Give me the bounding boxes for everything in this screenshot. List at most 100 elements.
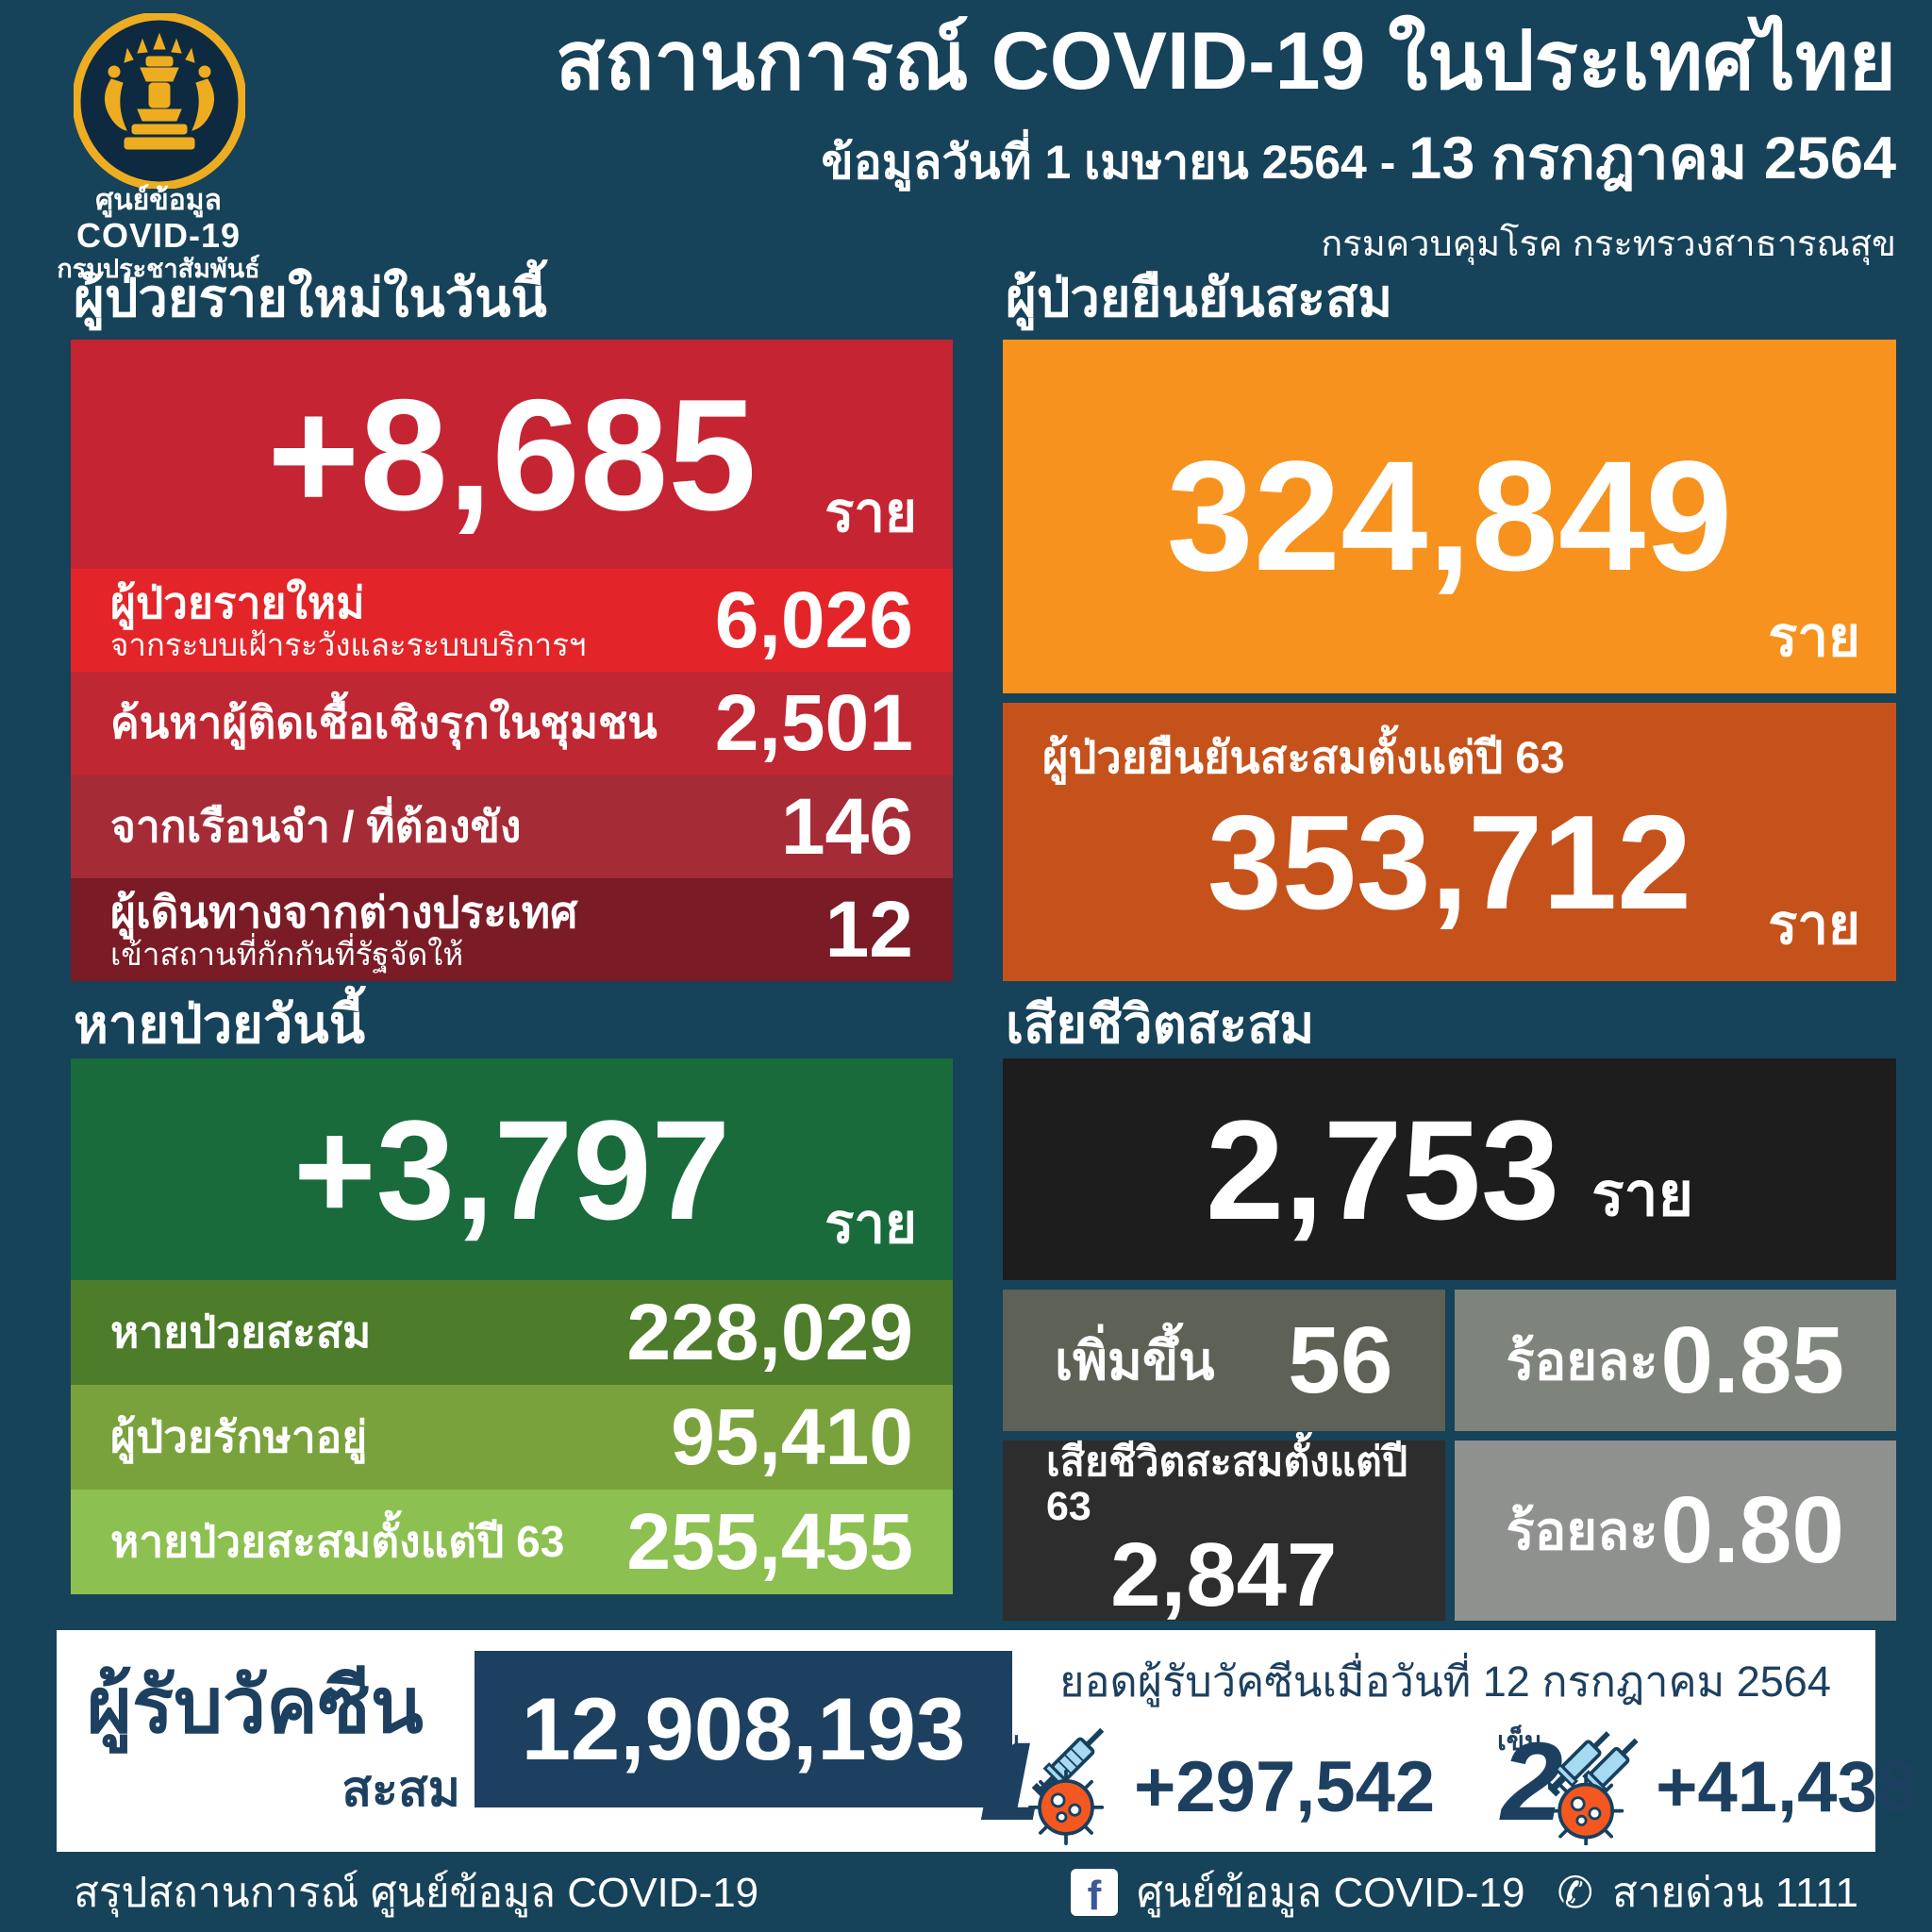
new-cases-row-proactive: ค้นหาผู้ติดเชื้อเชิงรุกในชุมชน 2,501 [71,672,953,775]
cumulative-total: 324,849 [1166,428,1733,604]
section-label-new-cases: ผู้ป่วยรายใหม่ในวันนี้ [74,268,547,327]
row-value: 6,026 [714,575,913,665]
row-value: 255,455 [626,1497,913,1586]
footer: สรุปสถานการณ์ ศูนย์ข้อมูล COVID-19 f ศูน… [0,1852,1932,1932]
dose1-number: 1 [979,1720,1041,1844]
deaths-added-cell: เพิ่มขึ้น 56 [1003,1290,1445,1431]
row-labels: ผู้ป่วยรายใหม่ จากระบบเฝ้าระวังและระบบบร… [110,578,586,662]
vaccine-label-group: ผู้รับวัคซีน สะสม [87,1663,466,1827]
deaths-block: 2,753 ราย เพิ่มขึ้น 56 ร้อยละ 0.85 เสียช… [1003,1058,1896,1621]
row-value: 2,501 [714,678,913,768]
deaths-percent2-value: 0.80 [1660,1476,1844,1583]
row-label: หายป่วยสะสมตั้งแต่ปี 63 [110,1517,565,1567]
syringe-virus-icon [1027,1727,1105,1845]
section-label-recovered: หายป่วยวันนี้ [74,994,365,1054]
phone-icon: ✆ [1557,1867,1593,1917]
dose2-group: เข็ม 2 [1495,1721,1917,1853]
row-value: 146 [780,781,913,871]
row-value: 12 [824,884,913,974]
cumulative-since-unit: ราย [1768,894,1860,956]
page-title: สถานการณ์ COVID-19 ในประเทศไทย [555,16,1896,107]
section-label-deaths: เสียชีวิตสะสม [1006,994,1315,1054]
dose1-cluster: เข็ม 1 [974,1721,1132,1853]
recovered-unit: ราย [824,1193,917,1255]
vaccine-doses-row: เข็ม 1 [975,1721,1917,1853]
logo-line3: กรมประชาสัมพันธ์ [57,254,260,283]
deaths-total-box: 2,753 ราย [1003,1058,1896,1280]
dose2-value: +41,438 [1656,1746,1917,1827]
facebook-icon: f [1071,1868,1118,1916]
deaths-since-2020-cell: เสียชีวิตสะสมตั้งแต่ปี 63 2,847 [1003,1440,1445,1625]
dose2-cluster: เข็ม 2 [1495,1721,1654,1853]
new-cases-total-box: +8,685 ราย [71,340,953,569]
cumulative-since-2020-box: ผู้ป่วยยืนยันสะสมตั้งแต่ปี 63 353,712 รา… [1003,703,1896,981]
dose1-group: เข็ม 1 [974,1721,1435,1853]
recovered-row-cumulative: หายป่วยสะสม 228,029 [71,1280,953,1385]
row-label: ผู้เดินทางจากต่างประเทศ [110,887,578,937]
section-label-cumulative: ผู้ป่วยยืนยันสะสม [1006,268,1393,327]
cumulative-since-label: ผู้ป่วยยืนยันสะสมตั้งแต่ปี 63 [1042,732,1565,782]
vaccine-total-box: 12,908,193 [475,1651,1012,1807]
row-label: ค้นหาผู้ติดเชื้อเชิงรุกในชุมชน [110,698,658,748]
header: สถานการณ์ COVID-19 ในประเทศไทย ข้อมูลวัน… [292,17,1896,272]
row-label: จากเรือนจำ / ที่ต้องขัง [110,801,522,851]
facebook-page-label: ศูนย์ข้อมูล COVID-19 [1137,1869,1525,1916]
deaths-since-label: เสียชีวิตสะสมตั้งแต่ปี 63 [1046,1440,1408,1530]
footer-contacts: f ศูนย์ข้อมูล COVID-19 ✆ สายด่วน 1111 [1071,1859,1858,1925]
dose2-needle-label: เข็ม [1497,1726,1542,1756]
vaccine-daily-title: ยอดผู้รับวัคซีนเมื่อวันที่ 12 กรกฎาคม 25… [1059,1657,1831,1706]
double-syringe-virus-icon [1548,1731,1639,1845]
logo-text: ศูนย์ข้อมูล COVID-19 กรมประชาสัมพันธ์ [38,185,279,283]
deaths-detail-grid: เพิ่มขึ้น 56 ร้อยละ 0.85 เสียชีวิตสะสมตั… [1003,1290,1896,1621]
recovered-total-box: +3,797 ราย [71,1058,953,1280]
dose2-number: 2 [1501,1720,1563,1844]
date-range-highlight: 13 กรกฎาคม 2564 [1408,125,1896,192]
logo-line1: ศูนย์ข้อมูล [95,185,222,216]
new-cases-row-abroad: ผู้เดินทางจากต่างประเทศ เข้าสถานที่กักกั… [71,877,953,981]
deaths-percent2-label: ร้อยละ [1506,1500,1658,1560]
vaccine-total: 12,908,193 [521,1679,966,1778]
new-cases-total: +8,685 [267,365,757,543]
vaccine-band: ผู้รับวัคซีน สะสม 12,908,193 ยอดผู้รับวั… [57,1630,1917,1852]
vaccine-daily-panel: ยอดผู้รับวัคซีนเมื่อวันที่ 12 กรกฎาคม 25… [975,1647,1917,1845]
row-label: ผู้ป่วยรายใหม่ [110,578,365,628]
agency-line: กรมควบคุมโรค กระทรวงสาธารณสุข [1321,224,1896,264]
date-range: ข้อมูลวันที่ 1 เมษายน 2564 - 13 กรกฎาคม … [292,110,1896,205]
new-cases-row-prison: จากเรือนจำ / ที่ต้องขัง 146 [71,774,953,878]
new-cases-unit: ราย [824,482,917,543]
deaths-percent2-cell: ร้อยละ 0.80 [1454,1441,1896,1621]
hotline-label: สายด่วน 1111 [1611,1869,1858,1916]
dose1-value: +297,542 [1134,1746,1436,1827]
date-range-prefix: ข้อมูลวันที่ 1 เมษายน 2564 - [821,135,1409,189]
footer-summary-text: สรุปสถานการณ์ ศูนย์ข้อมูล COVID-19 [74,1869,759,1916]
dose1-needle-label: เข็ม [975,1726,1021,1756]
prd-government-emblem-icon [74,13,245,189]
deaths-total: 2,753 [1205,1090,1560,1249]
cumulative-since-total: 353,712 [1207,788,1692,938]
deaths-unit: ราย [1591,1159,1694,1228]
row-value: 95,410 [671,1392,913,1481]
recovered-row-in-treatment: ผู้ป่วยรักษาอยู่ 95,410 [71,1385,953,1490]
logo-line2: COVID-19 [75,215,242,255]
row-sublabel: จากระบบเฝ้าระวังและระบบบริการฯ [110,626,587,662]
vaccine-label: ผู้รับวัคซีน [87,1663,424,1749]
deaths-added-label: เพิ่มขึ้น [1055,1330,1215,1391]
recovered-block: +3,797 ราย หายป่วยสะสม 228,029 ผู้ป่วยรั… [71,1058,953,1594]
recovered-total: +3,797 [293,1090,730,1249]
row-label: หายป่วยสะสม [110,1307,372,1357]
new-cases-block: +8,685 ราย ผู้ป่วยรายใหม่ จากระบบเฝ้าระว… [71,340,953,981]
new-cases-row-surveillance: ผู้ป่วยรายใหม่ จากระบบเฝ้าระวังและระบบบร… [71,569,953,673]
recovered-row-since-2020: หายป่วยสะสมตั้งแต่ปี 63 255,455 [71,1490,953,1594]
deaths-added-value: 56 [1288,1307,1393,1413]
cumulative-total-box: 324,849 ราย [1003,340,1896,693]
row-labels: ผู้เดินทางจากต่างประเทศ เข้าสถานที่กักกั… [110,888,577,972]
row-value: 228,029 [626,1288,913,1376]
deaths-percent-cell: ร้อยละ 0.85 [1454,1290,1896,1431]
vaccine-sublabel: สะสม [341,1761,460,1817]
cumulative-unit: ราย [1768,607,1860,668]
deaths-percent-label: ร้อยละ [1506,1330,1658,1391]
deaths-since-value: 2,847 [1110,1524,1338,1625]
deaths-percent-value: 0.85 [1660,1307,1844,1413]
row-sublabel: เข้าสถานที่กักกันที่รัฐจัดให้ [110,936,464,972]
